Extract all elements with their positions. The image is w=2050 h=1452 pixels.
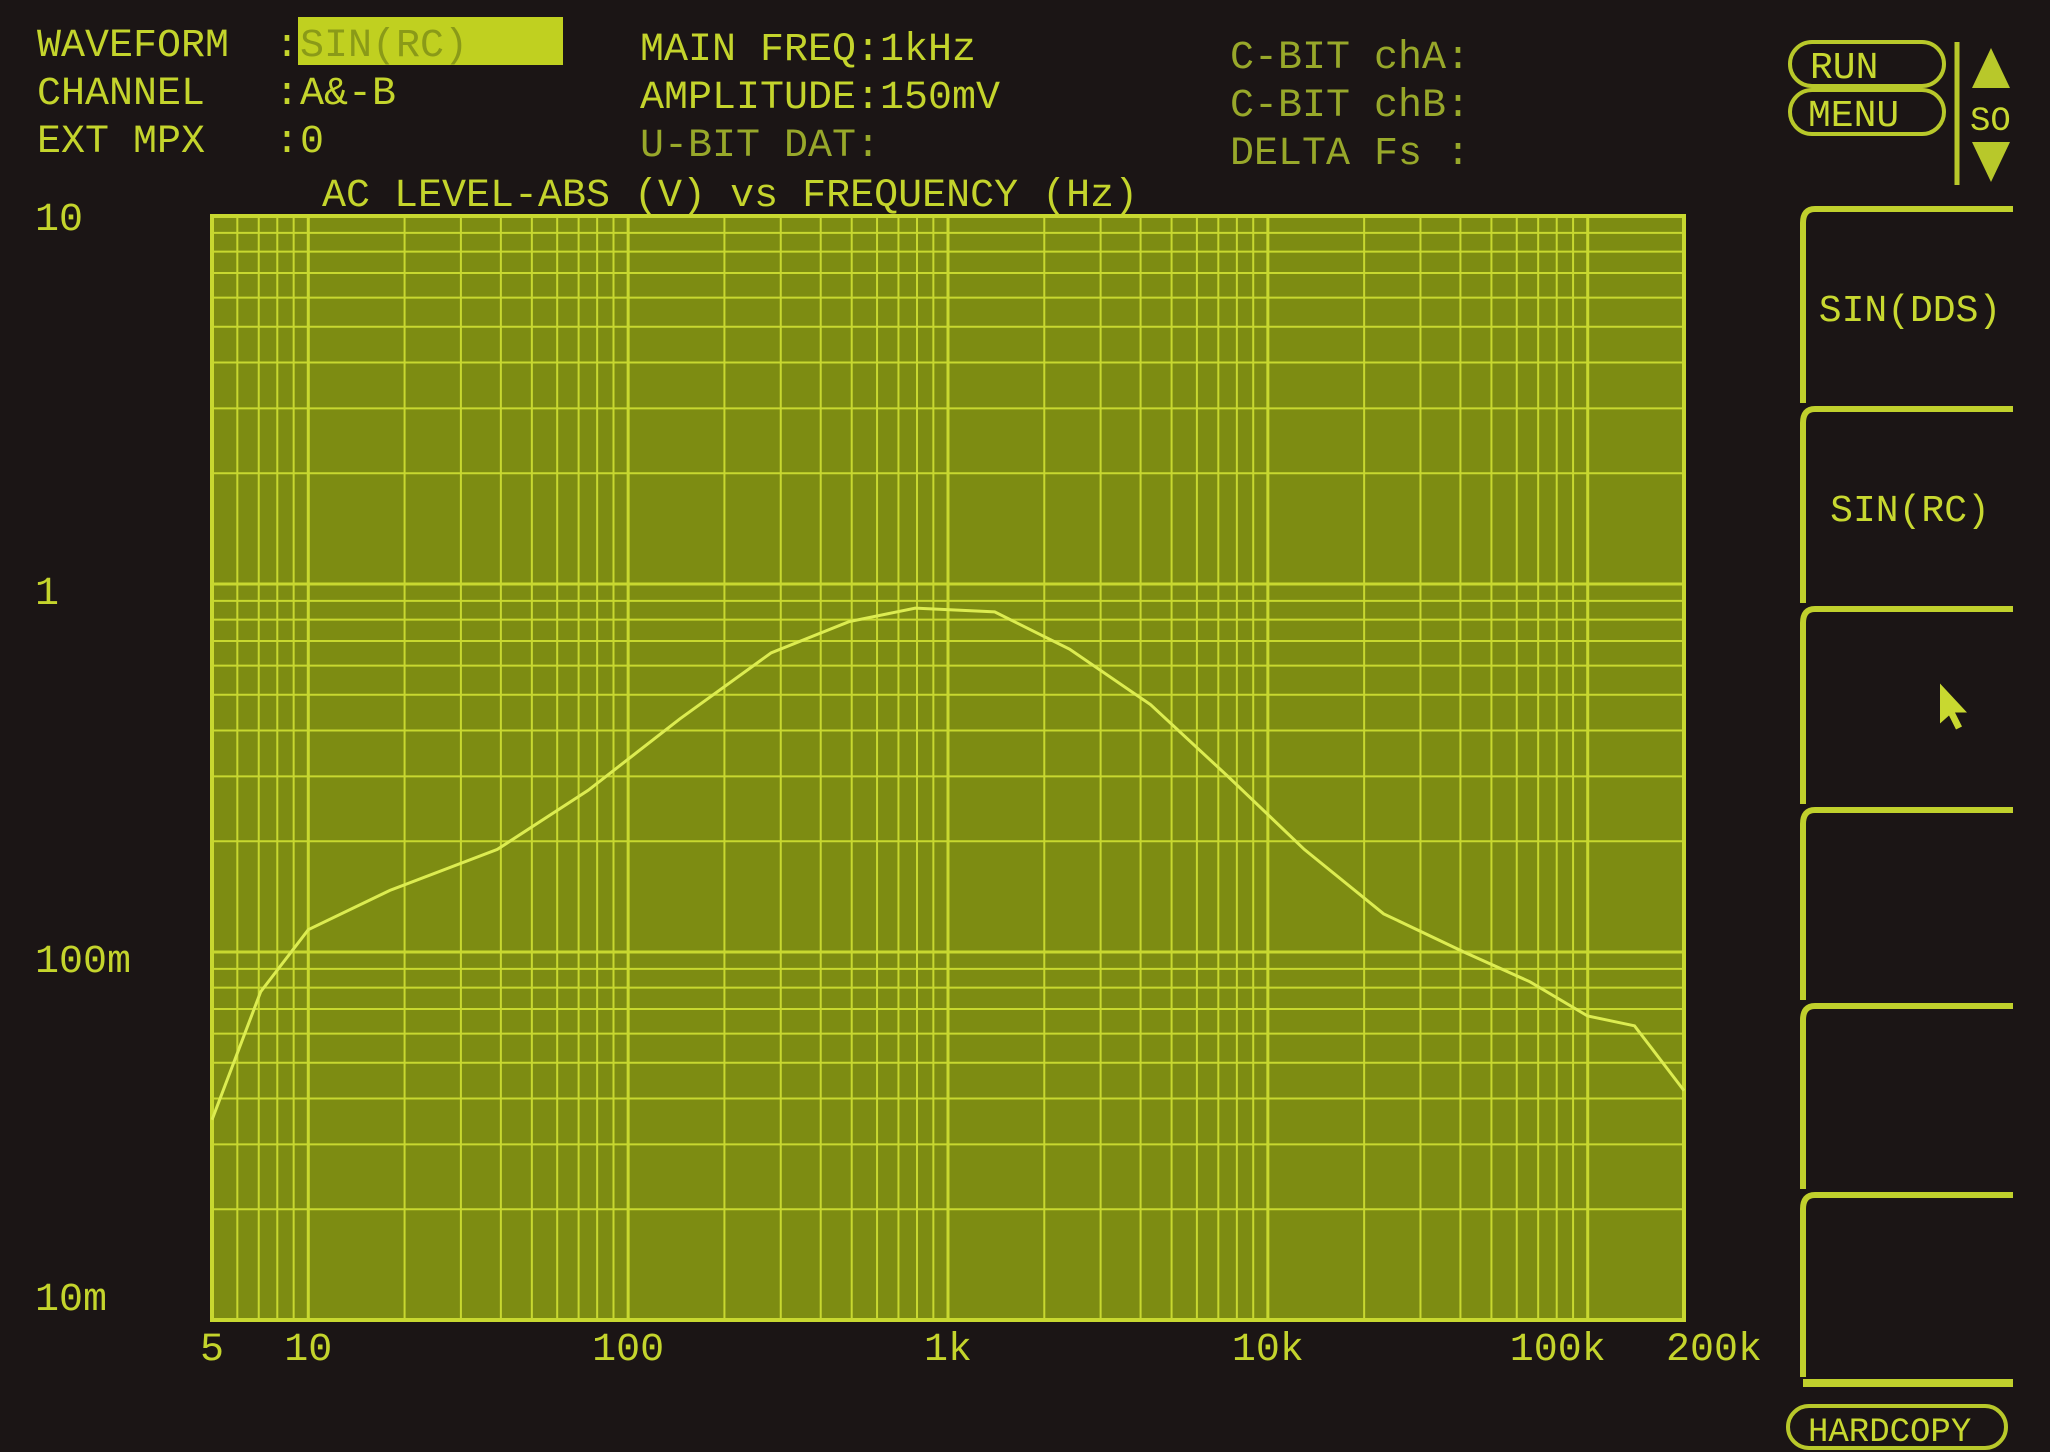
softkey-3[interactable]: [1800, 606, 2013, 804]
chart: AC LEVEL-ABS (V) vs FREQUENCY (Hz) 10 1 …: [35, 174, 1762, 1373]
waveform-value-highlight[interactable]: [298, 17, 563, 65]
x-tick-label: 200k: [1666, 1328, 1762, 1373]
amplitude: AMPLITUDE:150mV: [640, 76, 1000, 121]
y-tick-label: 1: [35, 572, 59, 617]
softkey-panel: SIN(DDS) SIN(RC): [1800, 206, 2013, 1387]
tick-labels: 10 1 100m 10m: [35, 198, 131, 1323]
waveform-value: SIN(RC): [300, 24, 468, 69]
x-tick-label: 5: [200, 1328, 224, 1373]
x-tick-label: 100k: [1510, 1328, 1606, 1373]
run-label: RUN: [1810, 47, 1878, 90]
waveform-label: WAVEFORM: [37, 24, 229, 69]
ext-mpx-label: EXT MPX: [37, 120, 205, 165]
colon: :: [275, 24, 299, 69]
x-tick-label: 10: [284, 1328, 332, 1373]
scroll-up-icon[interactable]: [1972, 48, 2010, 88]
softkey-frame: [1800, 1192, 2013, 1377]
header-status: WAVEFORM : SIN(RC) CHANNEL : A&-B EXT MP…: [37, 17, 1470, 177]
c-bit-cha: C-BIT chA:: [1230, 36, 1470, 81]
u-bit-dat: U-BIT DAT:: [640, 124, 880, 169]
softkey-5[interactable]: [1800, 1003, 2013, 1189]
colon: :: [275, 120, 299, 165]
y-tick-label: 10: [35, 198, 83, 243]
hardcopy-label: HARDCOPY: [1808, 1414, 1971, 1452]
softkey-frame: [1800, 606, 2013, 804]
trace-line: [210, 606, 1686, 1121]
softkey-label: SIN(DDS): [1819, 290, 2001, 333]
channel-value[interactable]: A&-B: [300, 72, 396, 117]
channel-label: CHANNEL: [37, 72, 205, 117]
colon: :: [275, 72, 299, 117]
softkey-frame: [1800, 807, 2013, 1000]
softkey-1[interactable]: SIN(DDS): [1800, 206, 2013, 403]
menu-button[interactable]: MENU: [1788, 88, 1946, 138]
softkey-frame: [1800, 1003, 2013, 1189]
delta-fs: DELTA Fs :: [1230, 132, 1470, 177]
softkey-frame: [1800, 406, 2013, 603]
grid: [210, 214, 1686, 1322]
softkey-6[interactable]: [1800, 1192, 2013, 1387]
softkey-2[interactable]: SIN(RC): [1800, 406, 2013, 603]
x-tick-label: 1k: [924, 1328, 972, 1373]
y-tick-label: 10m: [35, 1278, 107, 1323]
scroll-label: SO: [1970, 103, 2011, 141]
ext-mpx-value[interactable]: 0: [300, 120, 324, 165]
softkey-label: SIN(RC): [1830, 490, 1990, 533]
run-button[interactable]: RUN: [1788, 40, 1946, 90]
softkey-4[interactable]: [1800, 807, 2013, 1000]
softkey-frame: [1800, 206, 2013, 403]
x-tick-label: 100: [592, 1328, 664, 1373]
c-bit-chb: C-BIT chB:: [1230, 84, 1470, 129]
scroll-down-icon[interactable]: [1972, 142, 2010, 182]
y-tick-label: 100m: [35, 940, 131, 985]
hardcopy-button[interactable]: HARDCOPY: [1786, 1404, 2008, 1452]
chart-title: AC LEVEL-ABS (V) vs FREQUENCY (Hz): [322, 174, 1138, 219]
plot-border: [210, 214, 1686, 1322]
menu-label: MENU: [1808, 95, 1899, 138]
x-tick-label: 10k: [1232, 1328, 1304, 1373]
main-freq: MAIN FREQ:1kHz: [640, 28, 976, 73]
cursor-arrow-icon: [1940, 683, 1967, 730]
